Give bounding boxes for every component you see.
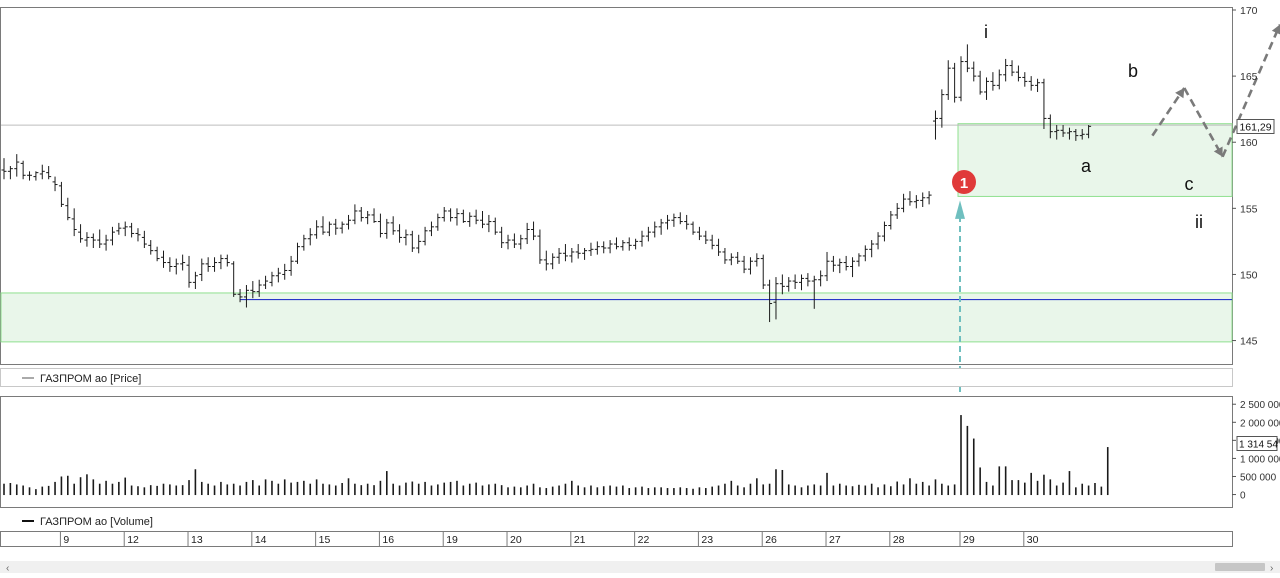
volume-legend: ГАЗПРОМ ао [Volume] — [22, 516, 153, 528]
date-label: 21 — [574, 534, 586, 546]
date-label: 9 — [63, 534, 69, 546]
volume-last-value: 1 314 54 — [1239, 440, 1278, 451]
date-label: 14 — [255, 534, 267, 546]
date-label: 15 — [319, 534, 331, 546]
volume-tick-label: 1 000 000 — [1240, 454, 1280, 465]
wave-label-a: a — [1081, 156, 1092, 176]
volume-last-value-tag: 1 314 54 — [1237, 437, 1278, 451]
date-label: 26 — [765, 534, 777, 546]
date-label: 13 — [191, 534, 203, 546]
volume-tick-label: 0 — [1240, 491, 1246, 502]
date-label: 29 — [963, 534, 975, 546]
price-tick-label: 160 — [1240, 137, 1258, 149]
horizontal-scrollbar[interactable]: ‹ › — [0, 561, 1280, 573]
wave-label-c: c — [1185, 174, 1194, 194]
price-tick-label: 165 — [1240, 71, 1258, 83]
signal-marker: 1 — [952, 170, 976, 194]
signal-marker-label: 1 — [960, 175, 968, 192]
date-label: 19 — [446, 534, 458, 546]
price-last-value: 161,29 — [1239, 122, 1271, 134]
wave-label-ii: ii — [1195, 212, 1203, 232]
date-axis: 9 12 13 14 15 16 19 20 21 22 23 26 27 28 29 30 — [1, 532, 1233, 547]
date-label: 12 — [127, 534, 139, 546]
date-label: 27 — [829, 534, 841, 546]
price-tick-label: 170 — [1240, 5, 1258, 17]
price-tick-label: 155 — [1240, 203, 1258, 215]
volume-tick-label: 500 000 — [1240, 472, 1277, 483]
wave-label-b: b — [1128, 61, 1138, 81]
price-tick-label: 150 — [1240, 269, 1258, 281]
volume-tick-label: 2 000 000 — [1240, 418, 1280, 429]
price-zone — [1, 293, 1232, 342]
date-label: 16 — [382, 534, 394, 546]
scroll-right-icon[interactable]: › — [1270, 563, 1273, 573]
price-legend-label: ГАЗПРОМ ао [Price] — [40, 373, 141, 385]
volume-legend-label: ГАЗПРОМ ао [Volume] — [40, 516, 153, 528]
date-label: 20 — [510, 534, 522, 546]
price-tick-label: 145 — [1240, 336, 1258, 348]
volume-tick-label: 2 500 000 — [1240, 400, 1280, 411]
price-legend: ГАЗПРОМ ао [Price] — [1, 369, 1233, 387]
scroll-left-icon[interactable]: ‹ — [6, 563, 9, 573]
wave-label-i: i — [984, 22, 988, 42]
price-panel: i a b c ii 1 145 150 155 160 165 170 161,29 — [1, 5, 1280, 402]
date-label: 30 — [1027, 534, 1039, 546]
date-label: 22 — [638, 534, 650, 546]
price-last-value-tag: 161,29 — [1237, 120, 1274, 134]
date-label: 23 — [701, 534, 713, 546]
scrollbar-thumb[interactable] — [1215, 563, 1265, 571]
date-label: 28 — [893, 534, 905, 546]
